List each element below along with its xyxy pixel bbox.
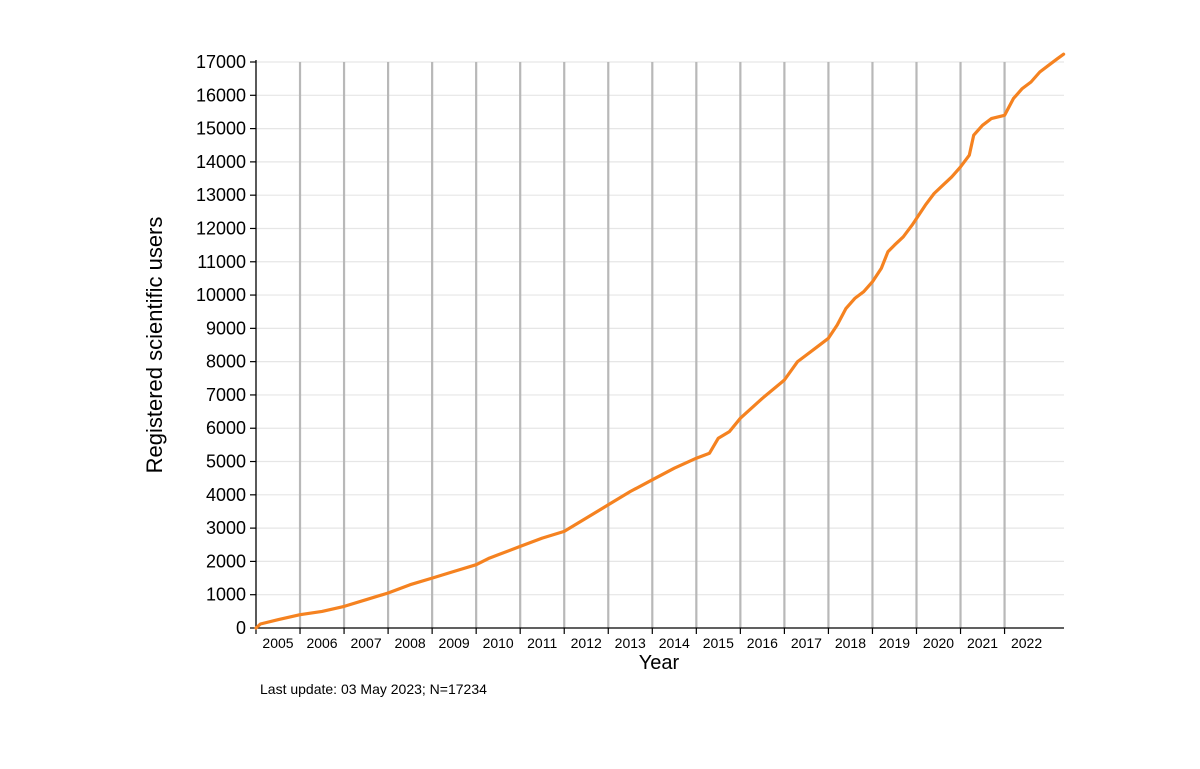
x-tick-label: 2015 bbox=[703, 635, 734, 651]
vertical-gridlines bbox=[298, 62, 1006, 628]
y-axis-title: Registered scientific users bbox=[142, 217, 167, 474]
x-tick-label: 2020 bbox=[923, 635, 954, 651]
y-tick-label: 4000 bbox=[206, 485, 246, 505]
axes bbox=[255, 60, 1064, 629]
x-tick-label: 2019 bbox=[879, 635, 910, 651]
x-tick-label: 2011 bbox=[527, 635, 557, 651]
y-tick-label: 11000 bbox=[197, 252, 246, 272]
x-axis-title: Year bbox=[639, 652, 680, 674]
y-tick-label: 13000 bbox=[196, 185, 246, 205]
y-tick-label: 10000 bbox=[196, 285, 246, 305]
y-tick-label: 14000 bbox=[196, 152, 246, 172]
y-tick-label: 2000 bbox=[206, 551, 246, 571]
x-tick-label: 2014 bbox=[659, 635, 690, 651]
x-tick-label: 2005 bbox=[262, 635, 293, 651]
x-tick-label: 2018 bbox=[835, 635, 866, 651]
y-tick-label: 16000 bbox=[196, 85, 246, 105]
y-tick-label: 17000 bbox=[196, 52, 246, 72]
x-tick-label: 2010 bbox=[483, 635, 514, 651]
series-line bbox=[254, 52, 1066, 630]
y-tick-label: 8000 bbox=[206, 352, 246, 372]
x-tick-label: 2009 bbox=[439, 635, 470, 651]
x-tick-label: 2017 bbox=[791, 635, 822, 651]
horizontal-gridlines bbox=[256, 61, 1064, 596]
x-tick-label: 2013 bbox=[615, 635, 646, 651]
x-tick-label: 2008 bbox=[395, 635, 426, 651]
y-tick-label: 0 bbox=[236, 618, 246, 638]
y-tick-label: 7000 bbox=[206, 385, 246, 405]
y-tick-label: 9000 bbox=[206, 318, 246, 338]
x-axis-ticks: 2005 2006 2007 2008 2009 2010 2011 2012 2013 2014… bbox=[255, 628, 1042, 651]
y-tick-label: 6000 bbox=[206, 418, 246, 438]
x-tick-label: 2022 bbox=[1011, 635, 1042, 651]
x-tick-label: 2007 bbox=[350, 635, 381, 651]
y-tick-label: 5000 bbox=[206, 452, 246, 472]
y-tick-label: 12000 bbox=[196, 218, 246, 238]
x-tick-label: 2012 bbox=[571, 635, 602, 651]
y-tick-label: 1000 bbox=[206, 585, 246, 605]
footnote-text: Last update: 03 May 2023; N=17234 bbox=[260, 681, 487, 697]
x-tick-label: 2021 bbox=[967, 635, 998, 651]
y-tick-label: 15000 bbox=[196, 119, 246, 139]
x-tick-label: 2006 bbox=[306, 635, 337, 651]
y-axis-ticks: 0 1000 2000 3000 4000 5000 6000 7000 8000 9000 100… bbox=[196, 52, 256, 638]
y-tick-label: 3000 bbox=[206, 518, 246, 538]
series-layer bbox=[254, 52, 1066, 630]
x-tick-label: 2016 bbox=[747, 635, 778, 651]
